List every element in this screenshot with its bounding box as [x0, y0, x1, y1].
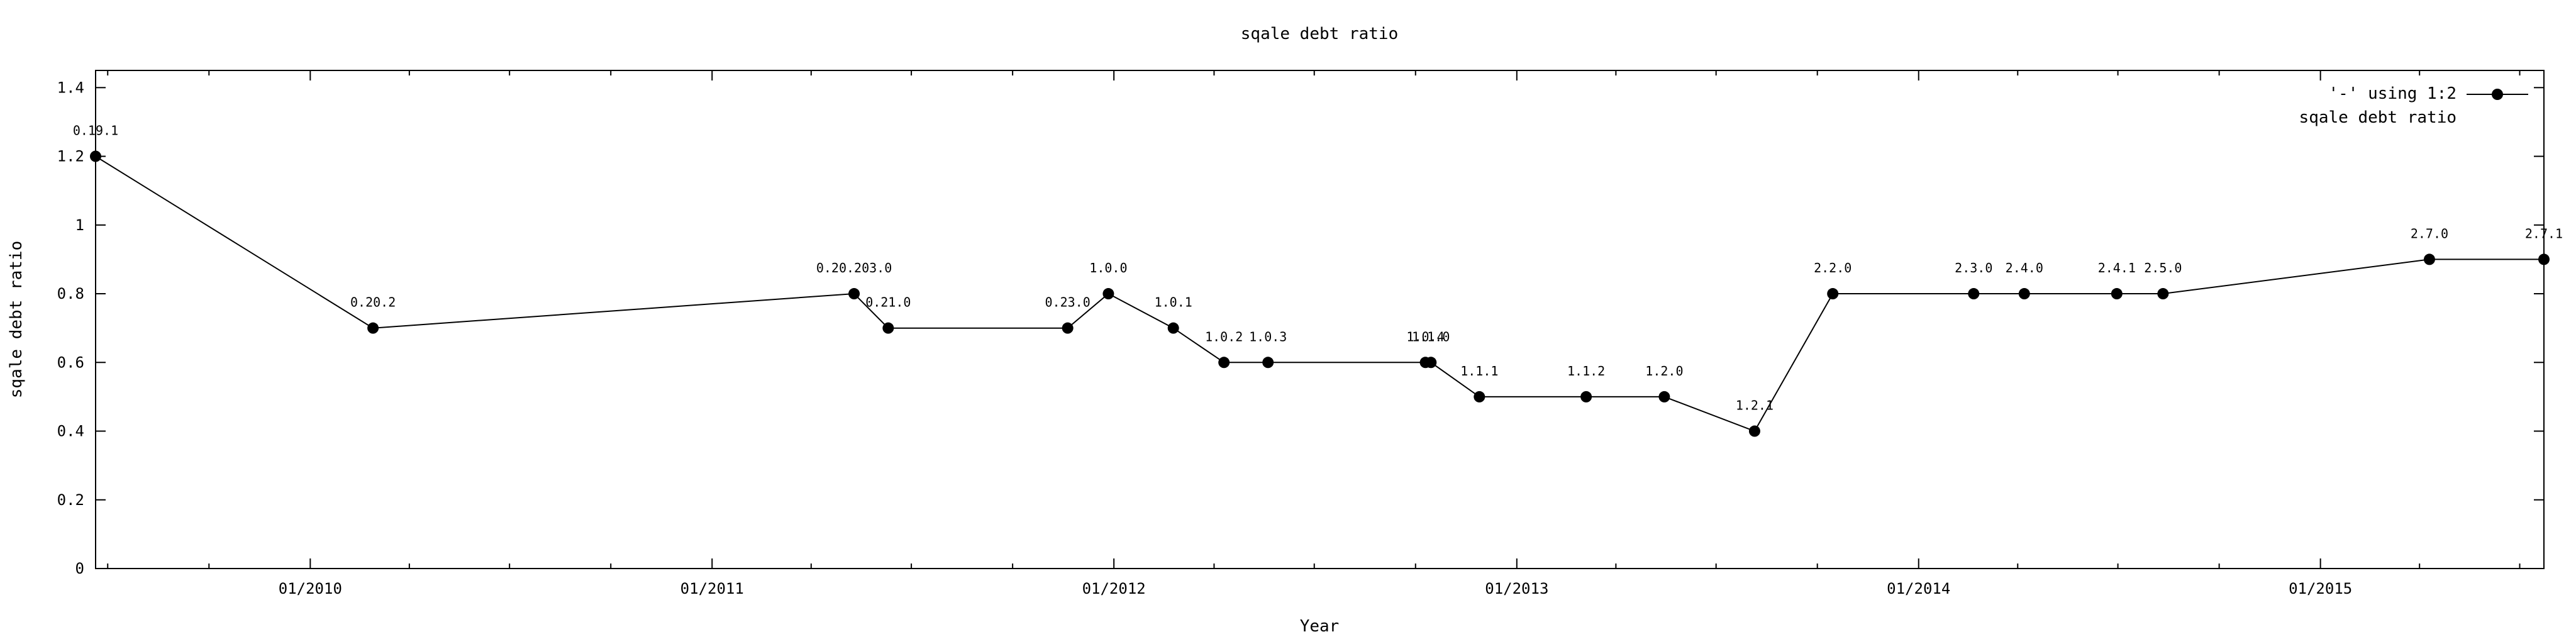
data-label: 0.20.2: [350, 295, 396, 310]
y-tick-label: 0: [75, 560, 84, 577]
data-point: [1748, 425, 1760, 437]
x-tick-label: 01/2010: [279, 580, 342, 597]
x-tick-label: 01/2012: [1082, 580, 1146, 597]
data-point: [1474, 391, 1485, 402]
x-axis-title: Year: [1300, 617, 1340, 636]
legend-entry-0: '-' using 1:2: [2329, 84, 2457, 103]
data-point: [2018, 288, 2030, 300]
series: [90, 150, 2550, 437]
x-axis: 01/2010 01/2011 01/2012 01/2013 01/2014 01/20…: [107, 70, 2521, 597]
data-label: 0.23.0: [1045, 295, 1091, 310]
x-tick-label: 01/2015: [2289, 580, 2352, 597]
data-point: [2538, 253, 2550, 265]
chart-title: sqale debt ratio: [1241, 25, 1398, 43]
data-label: 2.4.0: [2006, 260, 2043, 275]
data-label: 1.0.4: [1406, 329, 1444, 344]
data-label: 1.1.1: [1460, 364, 1498, 379]
data-label: 1.0.2: [1205, 329, 1243, 344]
y-axis-title: sqale debt ratio: [7, 241, 26, 398]
data-point: [90, 150, 101, 162]
data-label: 1.0.1: [1155, 295, 1192, 310]
data-label: 2.3.0: [1955, 260, 1992, 275]
data-point: [1658, 391, 1670, 402]
data-point: [1062, 322, 1074, 334]
data-label: 1.0.3: [1249, 329, 1287, 344]
data-point: [1580, 391, 1592, 402]
legend-marker-sample: [2492, 89, 2503, 100]
plot-area: 00.20.40.60.811.21.4 01/2010 01/2011 01/20…: [57, 70, 2563, 597]
y-tick-label: 1.2: [57, 148, 84, 165]
data-point: [367, 322, 379, 334]
data-label: 0.20.203.0: [816, 260, 892, 275]
data-point: [1968, 288, 1980, 300]
data-label: 2.5.0: [2144, 260, 2182, 275]
legend-entry-1: sqale debt ratio: [2299, 108, 2457, 127]
series-line: [95, 155, 2544, 432]
data-label: 1.1.0: [1412, 329, 1450, 344]
data-label: 0.19.1: [73, 123, 118, 138]
y-axis: 0 0.2 0.4 0.6 0.8 1 1.2 1.4: [57, 79, 2544, 577]
x-tick-label: 01/2011: [680, 580, 744, 597]
data-point: [848, 288, 860, 300]
y-tick-label: 0.2: [57, 491, 84, 509]
data-label: 1.0.0: [1089, 260, 1127, 275]
data-label: 1.2.1: [1736, 398, 1774, 413]
x-tick-label: 01/2014: [1887, 580, 1950, 597]
data-label: 2.4.1: [2098, 260, 2136, 275]
data-point: [2423, 253, 2435, 265]
data-point: [1262, 357, 1274, 369]
data-label: 1.2.0: [1645, 364, 1683, 379]
data-label: 2.7.1: [2525, 226, 2563, 241]
data-point: [1218, 357, 1230, 369]
y-tick-label: 1.4: [57, 79, 84, 96]
data-point: [882, 322, 894, 334]
y-tick-label: 0.4: [57, 423, 84, 440]
data-point: [2157, 288, 2169, 300]
y-tick-label: 0.8: [57, 285, 84, 303]
legend: '-' using 1:2 sqale debt ratio: [2299, 84, 2528, 127]
data-label: 2.7.0: [2411, 226, 2448, 241]
data-point: [1102, 288, 1114, 300]
y-tick-label: 0.6: [57, 353, 84, 371]
data-label: 2.2.0: [1814, 260, 1852, 275]
data-label: 0.21.0: [865, 295, 911, 310]
data-point: [1167, 322, 1179, 334]
x-tick-label: 01/2013: [1485, 580, 1548, 597]
data-point: [1827, 288, 1839, 300]
data-label: 1.1.2: [1567, 364, 1605, 379]
point-labels: 0.19.1 0.20.2 0.20.203.0 0.21.0 0.23.0 1.0.0 1…: [73, 123, 2563, 413]
plot-frame: [95, 70, 2545, 569]
y-tick-label: 1: [75, 216, 84, 234]
data-point: [2111, 288, 2123, 300]
data-point: [1425, 357, 1437, 369]
